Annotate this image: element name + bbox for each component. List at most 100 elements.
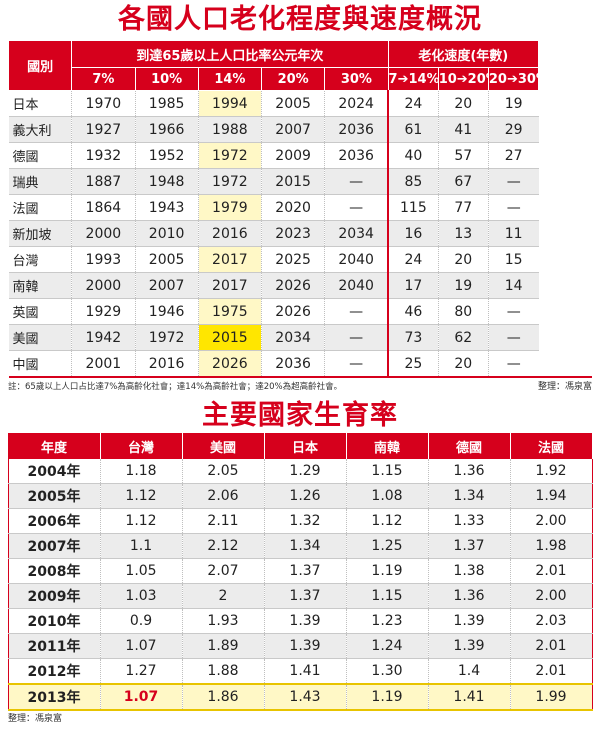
aging-value-cell: 2026 — [261, 272, 326, 299]
aging-value-cell: 62 — [438, 324, 489, 351]
aging-value-cell: 25 — [388, 350, 439, 378]
aging-table-row: 台灣 1993 2005 2017 2025 2040 24 20 15 — [8, 246, 593, 273]
fertility-value-cell: 1.36 — [428, 583, 511, 609]
aging-value-cell: 2017 — [198, 246, 263, 273]
aging-value-cell: 2040 — [324, 272, 390, 299]
aging-table-row: 英國 1929 1946 1975 2026—46 80— — [8, 298, 593, 325]
year-cell: 2005年 — [8, 483, 101, 509]
country-name-cell: 中國 — [8, 350, 73, 378]
fertility-table-row: 2013年 1.07 1.86 1.43 1.19 1.41 1.99 — [8, 683, 592, 711]
aging-value-cell: 19 — [488, 90, 539, 117]
aging-table-title: 各國人口老化程度與速度概況 — [118, 4, 482, 35]
sub-header-cell: 30% — [324, 67, 389, 91]
aging-value-cell: 2001 — [71, 350, 136, 378]
aging-value-cell: 1952 — [135, 142, 199, 169]
aging-value-cell: 1946 — [135, 298, 199, 325]
aging-value-cell: 2005 — [261, 90, 326, 117]
fertility-value-cell: 1.23 — [346, 608, 429, 634]
sub-header-cell: 10% — [134, 67, 199, 91]
fertility-value-cell: 0.9 — [100, 608, 183, 634]
aging-table-row: 義大利 1927 1966 1988 2007 2036 61 41 29 — [8, 116, 593, 143]
year-cell: 2013年 — [8, 683, 101, 711]
fertility-table-title: 主要國家生育率 — [202, 400, 398, 431]
aging-value-cell: — — [488, 168, 539, 195]
fertility-value-cell: 1.05 — [100, 558, 183, 584]
aging-value-cell: — — [324, 168, 390, 195]
fertility-value-cell: 1.1 — [100, 533, 183, 559]
fertility-header-cell: 南韓 — [346, 433, 429, 459]
fertility-value-cell: 2.12 — [182, 533, 265, 559]
aging-value-cell: 1993 — [71, 246, 136, 273]
aging-value-cell: 2025 — [261, 246, 326, 273]
aging-table-credit: 整理：馮泉富 — [537, 382, 592, 392]
fertility-value-cell: 1.92 — [510, 459, 592, 484]
country-name-cell: 南韓 — [8, 272, 73, 299]
fertility-value-cell: 1.34 — [264, 533, 347, 559]
aging-value-cell: 2034 — [324, 220, 390, 247]
fertility-table: 年度 台灣 美國 日本 南韓 德國 法國 2004年 1.18 2.05 1.29 1.15 1.36… — [7, 433, 593, 711]
fertility-table-row: 2006年 1.12 2.11 1.32 1.12 1.33 2.00 — [8, 508, 592, 534]
country-name-cell: 德國 — [8, 142, 73, 169]
fertility-value-cell: 1.39 — [264, 633, 347, 659]
fertility-value-cell: 1.18 — [100, 459, 183, 484]
aging-value-cell: 2026 — [198, 350, 263, 378]
fertility-value-cell: 1.26 — [264, 483, 347, 509]
fertility-value-cell: 2.11 — [182, 508, 265, 534]
aging-value-cell: — — [324, 350, 390, 378]
fertility-header-cell: 法國 — [510, 433, 593, 459]
fertility-table-credit: 整理：馮泉富 — [8, 714, 63, 724]
aging-value-cell: 2020 — [261, 194, 326, 221]
aging-value-cell: 2036 — [261, 350, 326, 378]
aging-value-cell: 2016 — [198, 220, 263, 247]
aging-value-cell: 67 — [438, 168, 489, 195]
aging-value-cell: 40 — [388, 142, 439, 169]
aging-value-cell: — — [324, 298, 390, 325]
fertility-value-cell: 1.93 — [182, 608, 265, 634]
aging-value-cell: 2023 — [261, 220, 326, 247]
year-cell: 2007年 — [8, 533, 101, 559]
aging-table-row: 新加坡 2000 2010 2016 2023 2034 16 13 11 — [8, 220, 593, 247]
aging-value-cell: 115 — [388, 194, 439, 221]
aging-value-cell: 61 — [388, 116, 439, 143]
country-name-cell: 義大利 — [8, 116, 73, 143]
aging-value-cell: 2036 — [324, 142, 390, 169]
fertility-value-cell: 2 — [182, 583, 265, 609]
aging-table-row: 南韓 2000 2007 2017 2026 2040 17 19 14 — [8, 272, 593, 299]
fertility-value-cell: 1.37 — [428, 533, 511, 559]
fertility-value-cell: 1.12 — [100, 508, 183, 534]
aging-value-cell: 29 — [488, 116, 539, 143]
fertility-value-cell: 1.38 — [428, 558, 511, 584]
fertility-value-cell: 1.88 — [182, 658, 265, 685]
aging-value-cell: 20 — [438, 350, 489, 378]
aging-table-row: 瑞典 1887 1948 1972 2015—85 67— — [8, 168, 593, 195]
fertility-value-cell: 1.36 — [428, 459, 511, 484]
country-name-cell: 法國 — [8, 194, 73, 221]
fertility-table-row: 2005年 1.12 2.06 1.26 1.08 1.34 1.94 — [8, 483, 592, 509]
fertility-table-row: 2011年 1.07 1.89 1.39 1.24 1.39 2.01 — [8, 633, 592, 659]
fertility-value-cell: 1.39 — [264, 608, 347, 634]
aging-value-cell: 11 — [488, 220, 539, 247]
fertility-value-cell: 1.12 — [100, 483, 183, 509]
aging-value-cell: 1975 — [198, 298, 263, 325]
sub-header-cell: 20➔30% — [487, 67, 540, 91]
aging-value-cell: 2007 — [261, 116, 326, 143]
sub-header-cell: 14% — [197, 67, 263, 91]
aging-value-cell: 1927 — [71, 116, 136, 143]
country-name-cell: 英國 — [8, 298, 73, 325]
fertility-value-cell: 1.08 — [346, 483, 429, 509]
aging-value-cell: 1932 — [71, 142, 136, 169]
aging-value-cell: 1972 — [198, 142, 263, 169]
fertility-value-cell: 2.00 — [510, 583, 592, 609]
fertility-value-cell: 1.24 — [346, 633, 429, 659]
aging-value-cell: 19 — [438, 272, 489, 299]
fertility-value-cell: 2.05 — [182, 459, 265, 484]
year-reached-group-header: 到達65歲以上人口比率公元年次 — [71, 40, 389, 68]
fertility-table-row: 2009年 1.03 2 1.37 1.15 1.36 2.00 — [8, 583, 592, 609]
fertility-table-row: 2012年 1.27 1.88 1.41 1.30 1.4 2.01 — [8, 658, 592, 685]
aging-value-cell: — — [324, 324, 390, 351]
aging-speed-group-header: 老化速度(年數) — [387, 40, 540, 68]
aging-table-row: 法國 1864 1943 1979 2020—115 77— — [8, 194, 593, 221]
aging-value-cell: 2010 — [135, 220, 199, 247]
aging-value-cell: 1994 — [198, 90, 263, 117]
aging-value-cell: 1970 — [71, 90, 136, 117]
